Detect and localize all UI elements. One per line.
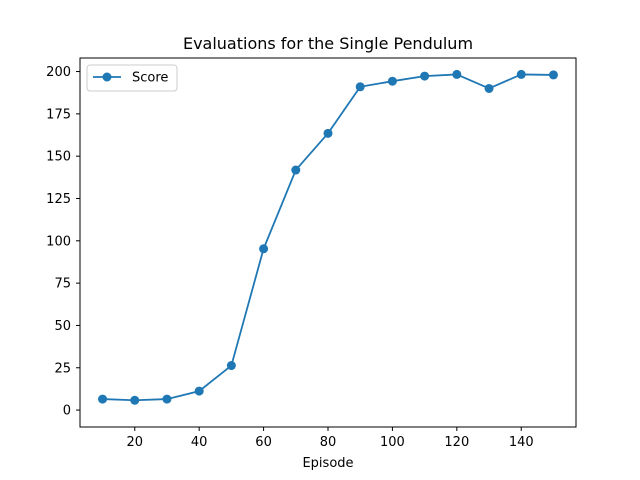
chart-title: Evaluations for the Single Pendulum [183,34,473,53]
x-tick-label: 100 [380,435,405,450]
plot-area [98,69,558,405]
x-tick-label: 80 [320,435,337,450]
data-point [484,83,494,93]
legend-marker [102,72,112,82]
legend: Score [86,64,178,92]
y-axis: 0 25 50 75 100 125 150 175 200 [46,65,80,419]
y-tick-label: 125 [46,192,71,207]
data-point [548,70,558,80]
y-tick-label: 175 [46,107,71,122]
x-axis-label: Episode [302,456,353,471]
y-tick-label: 200 [46,65,71,80]
data-point [130,395,140,405]
y-tick-label: 150 [46,150,71,165]
legend-label: Score [132,71,168,86]
x-tick-label: 140 [509,435,534,450]
data-point [194,386,204,396]
legend-box [86,64,178,92]
data-point [226,361,236,371]
y-tick-label: 75 [54,277,71,292]
data-point [291,165,301,175]
x-tick-label: 40 [191,435,208,450]
data-point [387,76,397,86]
data-point [452,69,462,79]
data-point [162,394,172,404]
x-axis: 20 40 60 80 100 120 140 [126,427,534,450]
data-point [420,71,430,81]
x-tick-label: 20 [126,435,143,450]
y-tick-label: 100 [46,234,71,249]
data-point [516,69,526,79]
data-point [323,128,333,138]
x-tick-label: 60 [255,435,272,450]
y-tick-label: 25 [54,361,71,376]
x-tick-label: 120 [444,435,469,450]
data-point [259,244,269,254]
y-tick-label: 50 [54,319,71,334]
data-point [98,394,108,404]
data-point [355,82,365,92]
y-tick-label: 0 [63,404,71,419]
